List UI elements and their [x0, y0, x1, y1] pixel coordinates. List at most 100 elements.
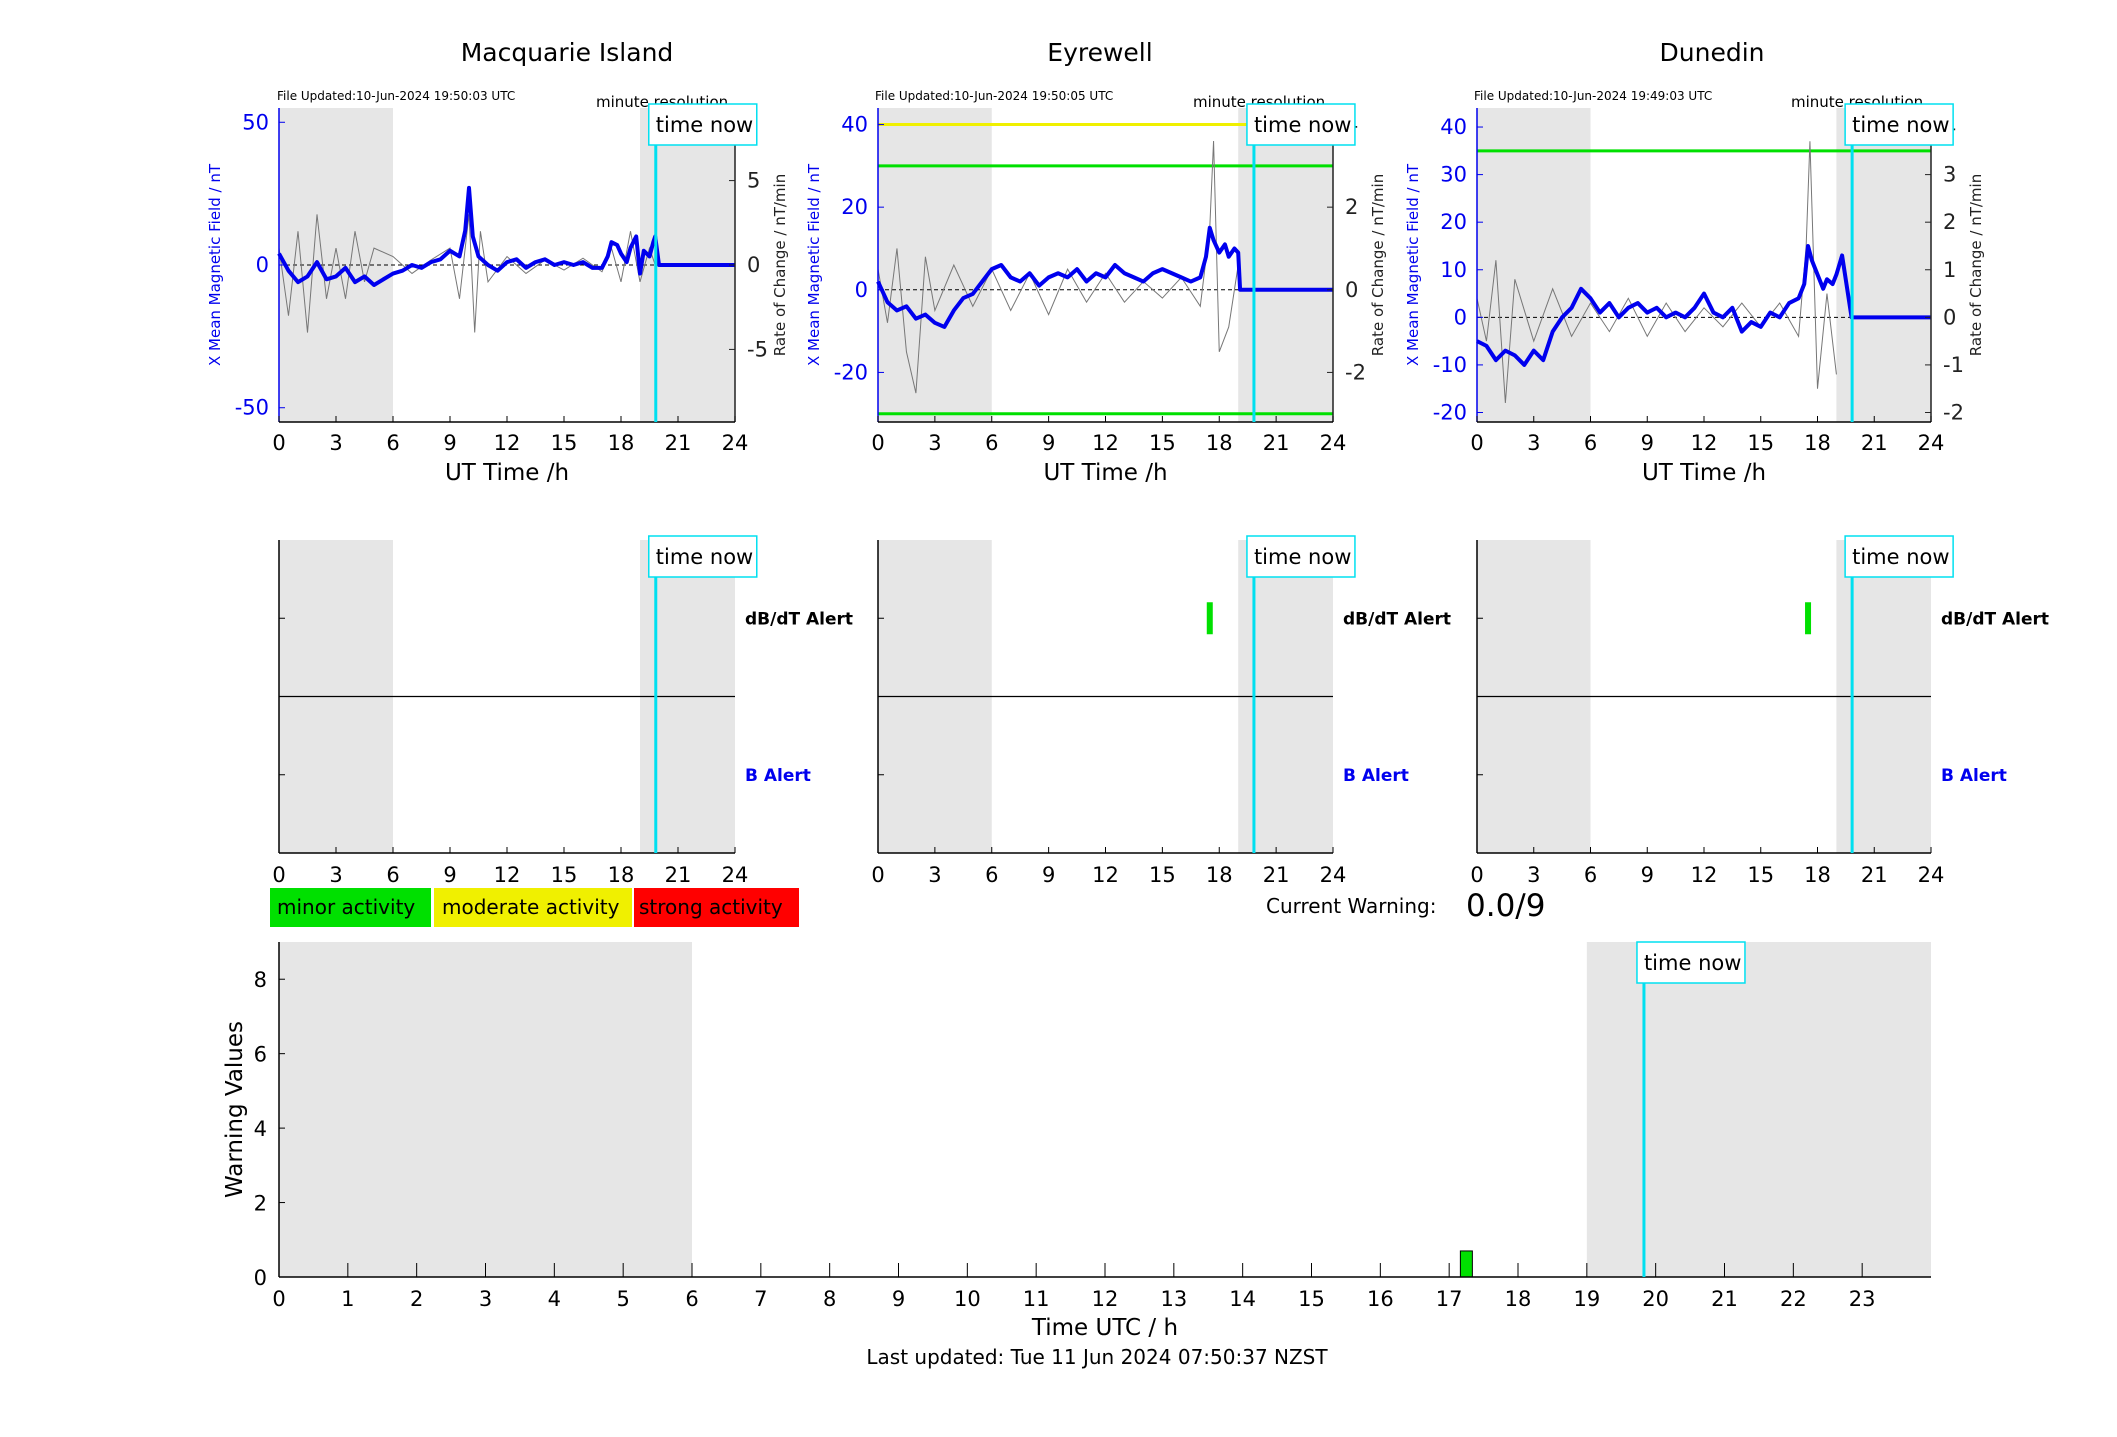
y-tick-label-right: 5: [747, 169, 760, 193]
x-tick-label: 5: [616, 1287, 629, 1311]
x-tick-label: 24: [1320, 863, 1347, 887]
x-tick-label: 21: [1263, 863, 1290, 887]
y-axis-label-left: X Mean Magnetic Field / nT: [1404, 163, 1422, 366]
y-tick-label-left: -20: [1433, 400, 1467, 424]
x-tick-label: 21: [1861, 863, 1888, 887]
y-tick-label-left: 20: [1440, 210, 1467, 234]
station-title-macquarie: Macquarie Island: [461, 38, 674, 67]
x-tick-label: 21: [665, 863, 692, 887]
current-warning-value: 0.0/9: [1466, 888, 1545, 924]
file-updated-eyrewell: File Updated:10-Jun-2024 19:50:05 UTC: [875, 89, 1113, 103]
x-tick-label: 15: [1149, 863, 1176, 887]
field-series: [277, 185, 735, 287]
y-tick-label-left: 10: [1440, 258, 1467, 282]
alert-mark: [1206, 602, 1213, 635]
x-tick-label: 0: [272, 1287, 285, 1311]
y-tick-label-right: 1: [1943, 258, 1956, 282]
y-tick-label-right: 0: [1345, 278, 1358, 302]
time-now-box: [648, 103, 758, 146]
night-shade-0: [279, 942, 692, 1277]
legend-minor-swatch: [270, 888, 431, 927]
x-tick-label: 6: [985, 863, 998, 887]
time-now-box: [1636, 941, 1746, 984]
x-tick-label: 18: [1505, 1287, 1532, 1311]
x-tick-label: 21: [1263, 431, 1290, 455]
y-tick-label-left: 0: [256, 253, 269, 277]
night-shade-1: [1238, 108, 1333, 422]
x-tick-label: 18: [1206, 431, 1233, 455]
night-shade-1: [1836, 108, 1931, 422]
x-tick-label: 9: [892, 1287, 905, 1311]
x-tick-label: 3: [1527, 431, 1540, 455]
row-label-b: B Alert: [1941, 766, 2007, 786]
alert-plot-eyrewell: 0 3 6 9 12 15 18 21 24 dB/dT Alert B Alert time now: [871, 535, 1451, 887]
alert-plot-dunedin: 0 3 6 9 12 15 18 21 24 dB/dT Alert B Alert time now: [1470, 535, 2049, 887]
y-tick-label-right: -1: [1943, 353, 1964, 377]
time-now-label: time now: [1852, 113, 1949, 137]
y-tick-label-left: 30: [1440, 163, 1467, 187]
night-shade-0: [1477, 108, 1591, 422]
legend-moderate-label: moderate activity: [442, 895, 620, 919]
time-now-box: [1246, 103, 1356, 146]
row-label-dbdt: dB/dT Alert: [745, 609, 853, 629]
y-tick-label-left: 0: [855, 278, 868, 302]
x-tick-label: 18: [608, 431, 635, 455]
x-tick-label: 8: [823, 1287, 836, 1311]
x-tick-label: 9: [443, 431, 456, 455]
alert-mark: [1805, 602, 1812, 635]
x-tick-label: 3: [329, 863, 342, 887]
x-tick-label: 15: [551, 863, 578, 887]
x-tick-label: 0: [272, 863, 285, 887]
time-now-box: [1844, 103, 1954, 146]
x-tick-label: 11: [1023, 1287, 1050, 1311]
x-tick-label: 12: [494, 431, 521, 455]
field-series: [1476, 243, 1931, 367]
x-tick-label: 12: [494, 863, 521, 887]
y-tick-label-left: -50: [235, 396, 269, 420]
x-axis-label: UT Time /h: [445, 460, 569, 486]
x-tick-label: 3: [329, 431, 342, 455]
x-tick-label: 24: [722, 863, 749, 887]
time-now-label: time now: [1852, 545, 1949, 569]
field-plot-dunedin: 03691215182124-20-10010203040-2-101234UT…: [1404, 103, 1985, 486]
x-tick-label: 6: [386, 431, 399, 455]
time-now-box: [1246, 535, 1356, 578]
x-tick-label: 9: [1641, 431, 1654, 455]
x-tick-label: 6: [685, 1287, 698, 1311]
y-axis-label: Warning Values: [222, 1021, 248, 1198]
x-tick-label: 21: [1711, 1287, 1738, 1311]
x-tick-label: 15: [1149, 431, 1176, 455]
time-now-label: time now: [1254, 113, 1351, 137]
y-tick-label-right: -5: [747, 337, 768, 361]
file-updated-macquarie: File Updated:10-Jun-2024 19:50:03 UTC: [277, 89, 515, 103]
row-label-b: B Alert: [745, 766, 811, 786]
y-tick-label-right: 3: [1943, 163, 1956, 187]
x-tick-label: 1: [341, 1287, 354, 1311]
x-tick-label: 3: [928, 863, 941, 887]
x-tick-label: 15: [1747, 863, 1774, 887]
legend-minor-label: minor activity: [277, 895, 415, 919]
x-tick-label: 24: [1918, 863, 1945, 887]
x-tick-label: 21: [665, 431, 692, 455]
time-now-box: [648, 535, 758, 578]
y-axis-label-right: Rate of Change / nT/min: [1967, 174, 1985, 356]
y-tick-label-left: -20: [834, 360, 868, 384]
legend-strong-swatch: [634, 888, 799, 927]
x-tick-label: 6: [1584, 431, 1597, 455]
x-axis-label: UT Time /h: [1043, 460, 1167, 486]
y-tick-label-right: -2: [1345, 360, 1366, 384]
x-tick-label: 9: [1042, 431, 1055, 455]
x-tick-label: 0: [1470, 863, 1483, 887]
y-tick-label-left: 0: [1454, 305, 1467, 329]
alert-plot-macquarie: 0 3 6 9 12 15 18 21 24 dB/dT Alert B Alert time now: [272, 535, 853, 887]
y-tick-label-right: 0: [747, 253, 760, 277]
x-tick-label: 3: [1527, 863, 1540, 887]
y-axis-label-left: X Mean Magnetic Field / nT: [206, 163, 224, 366]
last-updated: Last updated: Tue 11 Jun 2024 07:50:37 N…: [866, 1345, 1328, 1369]
time-now-box: [1844, 535, 1954, 578]
field-series: [876, 225, 1333, 329]
x-tick-label: 9: [443, 863, 456, 887]
y-tick-label-left: 40: [841, 113, 868, 137]
